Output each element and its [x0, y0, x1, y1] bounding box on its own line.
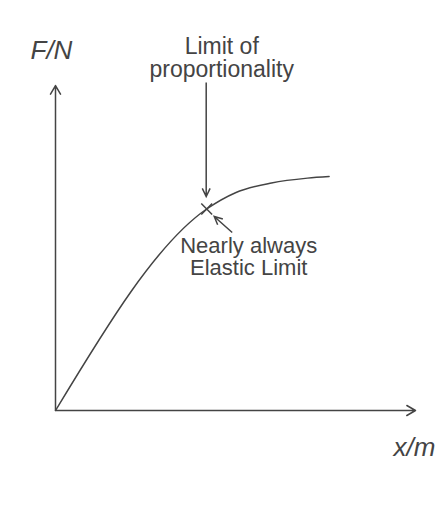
svg-text:Limit ofproportionality: Limit ofproportionality: [149, 33, 294, 82]
svg-text:x/m: x/m: [392, 432, 436, 462]
svg-text:Nearly alwaysElastic Limit: Nearly alwaysElastic Limit: [180, 233, 317, 280]
svg-text:F/N: F/N: [31, 35, 73, 65]
